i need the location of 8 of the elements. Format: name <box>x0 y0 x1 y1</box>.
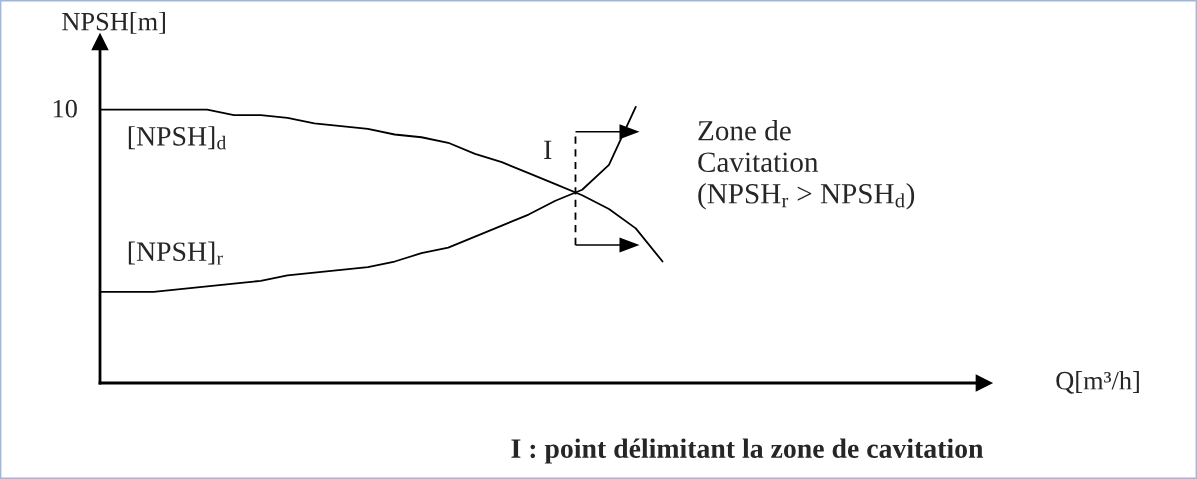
y-axis-title: NPSH[m] <box>62 11 165 34</box>
series-label: [NPSH]$_{r}$ <box>128 241 223 265</box>
series-label: [NPSH]$_{d}$ <box>128 126 227 150</box>
x-axis-title: Q[m³/h] <box>1056 371 1139 394</box>
text: 10 <box>53 99 77 118</box>
annotation: Zone de Cavitation (NPSH$_{r}$ > NPSH$_{d}$) <box>698 120 915 210</box>
annotation: I <box>544 140 552 159</box>
text: I : point délimitant la zone de cavitation <box>511 438 984 464</box>
